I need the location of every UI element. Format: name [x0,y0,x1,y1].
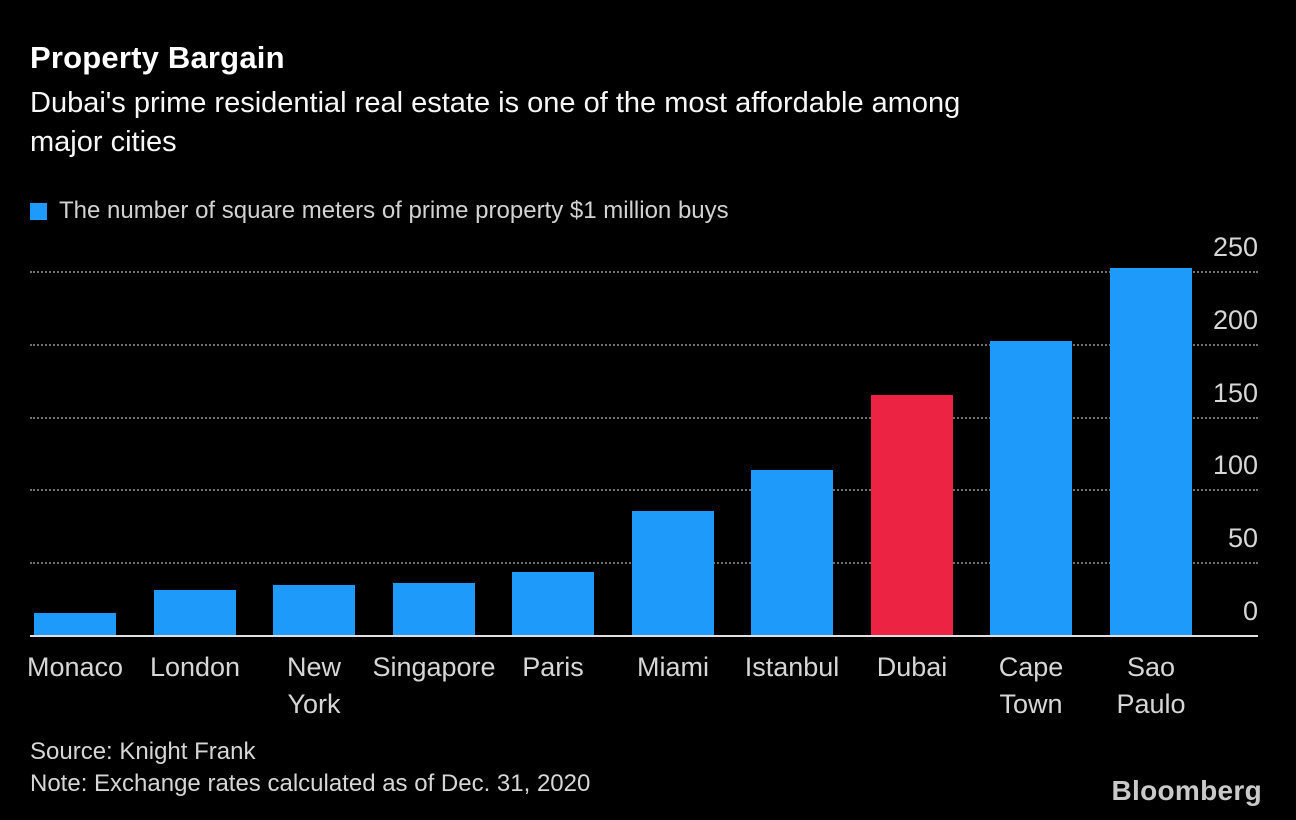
x-axis-label-dubai: Dubai [876,652,948,682]
chart-subtitle: Dubai's prime residential real estate is… [30,84,960,162]
chart-subtitle-line-1: Dubai's prime residential real estate is… [30,87,961,119]
chart-subtitle-line-2: major cities [30,126,177,158]
bar-singapore [393,583,475,635]
x-axis-label-sao-paulo: Sao Paulo [1116,652,1186,719]
bar-monaco [34,613,116,635]
gridline-250 [30,271,1258,273]
bar-cape-town [990,341,1072,635]
gridline-100 [30,489,1258,492]
bar-istanbul [751,470,833,635]
source-text: Source: Knight Frank [30,738,256,765]
bar-dubai [871,395,953,635]
bars-layer [34,268,1192,635]
y-tick-label-200: 200 [1212,304,1258,335]
legend-label: The number of square meters of prime pro… [59,197,729,224]
bar-sao-paulo [1110,268,1192,635]
chart-title: Property Bargain [30,40,285,75]
footer: Source: Knight Frank Note: Exchange rate… [30,736,590,800]
x-axis-label-new-york: New York [286,652,341,719]
x-axis-label-monaco: Monaco [26,652,124,682]
x-axis-label-cape-town: Cape Town [998,652,1064,719]
x-axis-label-singapore: Singapore [372,652,496,682]
note-text: Note: Exchange rates calculated as of De… [30,770,591,797]
legend: The number of square meters of prime pro… [30,197,729,225]
x-axis-label-istanbul: Istanbul [744,652,840,682]
x-axis-label-london: London [149,652,241,682]
bar-london [154,590,236,635]
bar-paris [512,572,594,635]
gridline-150 [30,416,1258,419]
bar-miami [632,511,714,635]
y-tick-label-150: 150 [1212,377,1258,408]
legend-swatch-icon [30,202,47,220]
y-tick-label-100: 100 [1212,450,1258,481]
y-tick-label-250: 250 [1212,232,1258,262]
bloomberg-logo: Bloomberg [1111,775,1262,806]
x-axis-label-paris: Paris [522,652,584,682]
y-tick-label-0: 0 [1242,596,1258,626]
x-axis-labels: Monaco London New York Singapore Paris Miami Is… [0,649,1296,739]
gridline-200 [30,343,1258,346]
bar-new-york [273,585,355,635]
x-axis-label-miami: Miami [637,652,709,682]
x-axis-line [30,635,1258,637]
y-tick-label-50: 50 [1227,523,1258,554]
